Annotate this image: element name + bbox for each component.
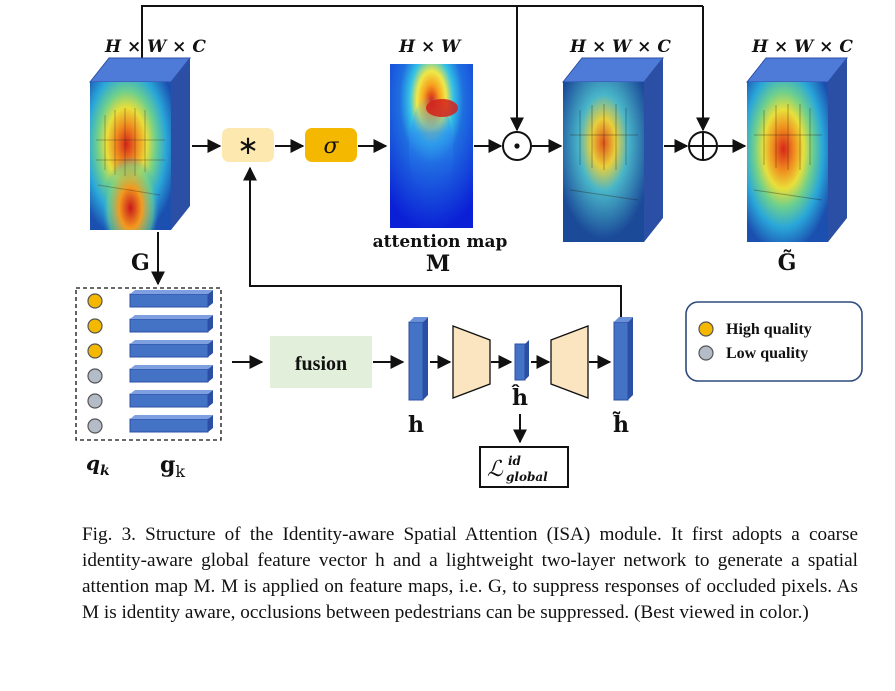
label-q: qk	[86, 451, 110, 479]
figure-caption: Fig. 3. Structure of the Identity-aware …	[82, 524, 858, 623]
part-features-group	[75, 287, 222, 441]
legend-high-label: High quality	[726, 321, 812, 338]
encoder-layer	[452, 325, 491, 399]
part-feature-bar	[129, 415, 213, 433]
loss-symbol: ℒ	[487, 457, 504, 482]
decoder-layer	[550, 325, 589, 399]
feature-cube-g-tilde	[745, 57, 849, 242]
conv-symbol: ∗	[237, 131, 259, 161]
dims-label-masked: H × W × C	[569, 37, 671, 57]
dims-label-g: H × W × C	[104, 37, 206, 57]
add-op-symbol	[688, 131, 718, 161]
feature-cube-g	[88, 57, 192, 230]
high-quality-dot	[87, 343, 103, 359]
label-m: M	[426, 251, 450, 277]
sigma-op-box: σ	[305, 128, 357, 162]
quality-legend: High quality Low quality	[685, 301, 863, 382]
part-feature-bar	[129, 290, 213, 308]
loss-superscript: id	[508, 454, 522, 468]
conv-op-box: ∗	[222, 128, 274, 162]
high-quality-dot	[87, 318, 103, 334]
loss-subscript: global	[506, 470, 548, 484]
part-feature-bar	[129, 365, 213, 383]
dims-label-m: H × W	[398, 37, 462, 57]
attention-map-image	[390, 64, 473, 228]
label-h: h	[408, 412, 424, 438]
skip-connection-wires	[141, 5, 710, 132]
attention-map-label: attention map	[373, 232, 508, 252]
feature-cube-masked	[561, 57, 665, 242]
fusion-box: fusion	[270, 336, 372, 388]
vector-h-tilde	[613, 317, 633, 401]
label-h-tilde: h̃	[612, 412, 629, 438]
high-quality-dot	[87, 293, 103, 309]
part-feature-bar	[129, 340, 213, 358]
low-quality-dot	[87, 418, 103, 434]
part-feature-bar	[129, 390, 213, 408]
hadamard-op-symbol	[502, 131, 532, 161]
arrow-htilde-to-conv	[243, 166, 622, 317]
label-h-hat: ĥ	[511, 384, 528, 411]
dims-label-output: H × W × C	[751, 37, 853, 57]
legend-low-label: Low quality	[726, 345, 808, 362]
label-g: G	[131, 250, 150, 276]
fusion-label: fusion	[295, 353, 347, 375]
part-feature-bars	[129, 290, 213, 433]
low-quality-dot	[698, 345, 714, 361]
loss-box: ℒ id global	[479, 446, 569, 488]
low-quality-dot	[87, 368, 103, 384]
part-feature-bar	[129, 315, 213, 333]
isa-module-diagram: H × W × C G ∗ σ H × W attention map M	[75, 5, 863, 488]
label-g-k: gk	[160, 452, 185, 481]
low-quality-dot	[87, 393, 103, 409]
high-quality-dot	[698, 321, 714, 337]
vector-h	[408, 317, 428, 401]
label-g-tilde: G̃	[778, 250, 797, 276]
sigma-symbol: σ	[323, 134, 339, 159]
quality-dots	[87, 293, 103, 434]
vector-h-hat	[514, 340, 529, 381]
